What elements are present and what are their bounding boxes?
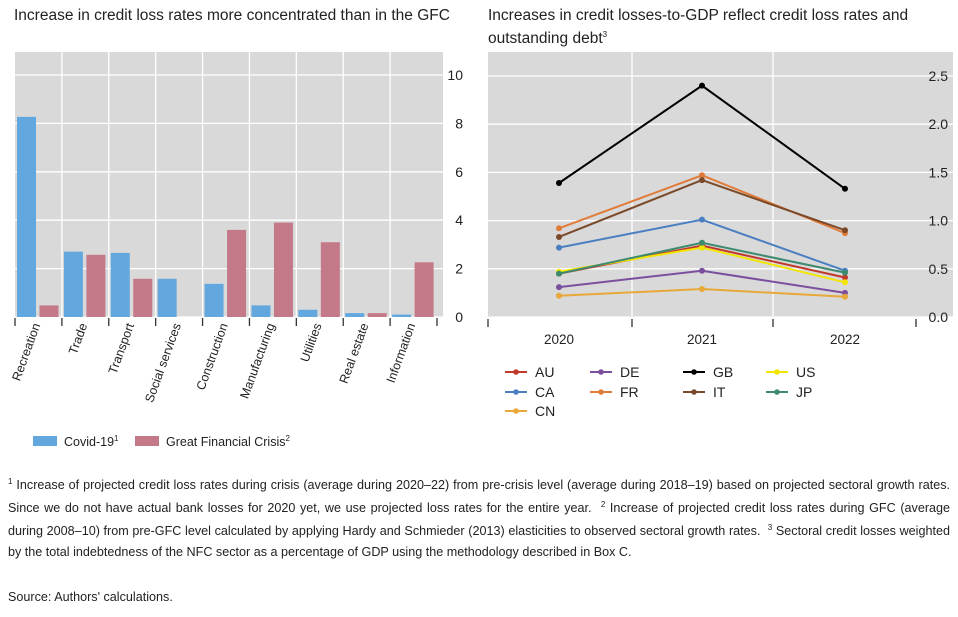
y-tick-label: 2.0 (929, 116, 949, 132)
y-tick-label: 2.5 (929, 68, 949, 84)
y-tick-label: 0.0 (929, 309, 949, 325)
legend-label: Covid-191 (64, 434, 119, 449)
footnote-3: Sectoral credit losses weighted by the t… (8, 524, 950, 559)
y-tick-label: 1.0 (929, 213, 949, 229)
point-it (842, 227, 848, 234)
bar-covid-19 (345, 313, 365, 317)
x-tick-label: Social services (142, 321, 184, 404)
point-us (842, 279, 848, 286)
bar-great-financial-crisis (273, 222, 293, 317)
charts-canvas: 0 2 4 6 8 10 Recreation Trade Transport Social se… (9, 52, 953, 449)
point-gb (842, 185, 848, 192)
series-cn (556, 286, 848, 300)
bar-covid-19 (110, 252, 130, 317)
legend-marker (598, 369, 604, 375)
y-tick-label: 2 (455, 261, 463, 277)
legend-label: DE (620, 364, 639, 380)
y-tick-label: 0 (455, 309, 463, 325)
x-tick-label: Information (384, 321, 419, 385)
point-ca (699, 216, 705, 223)
bar-great-financial-crisis (39, 305, 59, 317)
x-tick-label: 2022 (830, 332, 860, 347)
point-cn (842, 293, 848, 300)
x-tick-label: Recreation (9, 321, 43, 383)
x-tick-label: Transport (106, 321, 137, 376)
legend-marker (598, 389, 604, 395)
x-tick-label: 2021 (687, 332, 717, 347)
point-ca (556, 244, 562, 251)
point-jp (842, 269, 848, 276)
source-note: Source: Authors' calculations. (8, 590, 173, 604)
legend-marker (513, 389, 519, 395)
x-tick-label: Construction (194, 321, 231, 392)
bar-covid-19 (157, 278, 177, 317)
point-gb (556, 180, 562, 187)
x-tick-label: Trade (66, 321, 90, 356)
legend-label: Great Financial Crisis2 (166, 434, 290, 449)
bar-great-financial-crisis (133, 278, 153, 317)
legend-marker (774, 389, 780, 395)
legend-label: GB (713, 364, 733, 380)
series-gb (556, 82, 848, 192)
point-de (699, 267, 705, 274)
y-tick-label: 1.5 (929, 164, 949, 180)
point-de (556, 284, 562, 291)
bar-great-financial-crisis (227, 229, 247, 317)
point-fr (556, 225, 562, 232)
footnote-1: Increase of projected credit loss rates … (8, 478, 950, 516)
bar-covid-19 (251, 305, 271, 317)
point-us (699, 244, 705, 251)
bar-covid-19 (63, 251, 83, 317)
point-gb (699, 82, 705, 89)
legend-marker (691, 369, 697, 375)
series-it (556, 177, 848, 240)
y-tick-label: 0.5 (929, 261, 949, 277)
point-jp (699, 239, 705, 246)
y-tick-label: 6 (455, 164, 463, 180)
bar-covid-19 (17, 116, 36, 317)
point-it (699, 177, 705, 184)
legend-label: AU (535, 364, 554, 380)
legend-swatch (33, 436, 57, 446)
series-jp (556, 239, 848, 277)
point-cn (699, 286, 705, 293)
legend-label: US (796, 364, 815, 380)
y-tick-label: 10 (447, 67, 463, 83)
bar-covid-19 (392, 314, 412, 317)
point-au (842, 274, 848, 281)
point-fr (699, 172, 705, 179)
x-tick-label: Real estate (337, 321, 372, 385)
bar-great-financial-crisis (320, 242, 340, 317)
y-tick-label: 4 (455, 212, 463, 228)
bar-covid-19 (298, 309, 318, 317)
legend-marker (691, 389, 697, 395)
footnote-2: Increase of projected credit loss rates … (8, 501, 951, 539)
point-it (556, 233, 562, 240)
right-chart-title: Increases in credit losses-to-GDP reflec… (488, 7, 909, 48)
footnotes: 1 Increase of projected credit loss rate… (8, 477, 951, 559)
legend-marker (774, 369, 780, 375)
bar-great-financial-crisis (367, 313, 387, 317)
legend-swatch (135, 436, 159, 446)
x-tick-label: 2020 (544, 332, 574, 347)
legend-label: JP (796, 384, 812, 400)
legend-marker (513, 369, 519, 375)
y-tick-label: 8 (455, 115, 463, 131)
legend-label: CA (535, 384, 555, 400)
left-chart-title: Increase in credit loss rates more conce… (14, 7, 450, 24)
bar-great-financial-crisis (86, 254, 106, 317)
legend-label: CN (535, 403, 555, 419)
bar-covid-19 (204, 283, 224, 317)
bar-great-financial-crisis (414, 262, 434, 317)
x-tick-label: Utilities (298, 321, 325, 364)
legend-label: FR (620, 384, 639, 400)
x-tick-label: Manufacturing (237, 321, 277, 400)
point-jp (556, 270, 562, 277)
legend-label: IT (713, 384, 726, 400)
legend-marker (513, 408, 519, 414)
point-cn (556, 292, 562, 299)
